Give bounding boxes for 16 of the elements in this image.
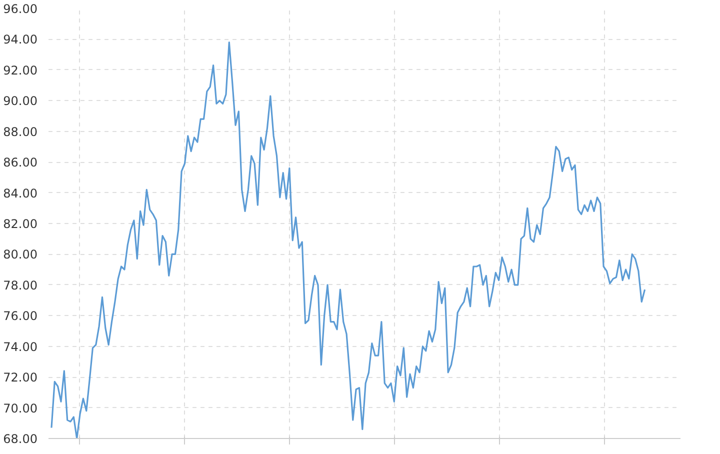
y-tick-label: 72.00: [3, 370, 38, 385]
y-tick-label: 82.00: [3, 217, 38, 231]
y-tick-label: 76.00: [3, 309, 38, 324]
y-tick-label: 80.00: [3, 248, 38, 262]
y-tick-label: 96.00: [3, 2, 38, 16]
y-tick-label: 86.00: [3, 156, 38, 170]
y-tick-label: 68.00: [3, 432, 38, 446]
y-tick-label: 92.00: [3, 63, 38, 78]
y-tick-label: 88.00: [3, 124, 38, 139]
y-tick-label: 84.00: [3, 186, 38, 200]
line-series: [50, 41, 646, 438]
y-tick-label: 70.00: [3, 401, 38, 416]
y-tick-label: 78.00: [3, 278, 38, 292]
y-tick-label: 74.00: [3, 340, 38, 354]
y-tick-label: 94.00: [3, 32, 38, 47]
y-tick-label: 90.00: [3, 94, 38, 108]
